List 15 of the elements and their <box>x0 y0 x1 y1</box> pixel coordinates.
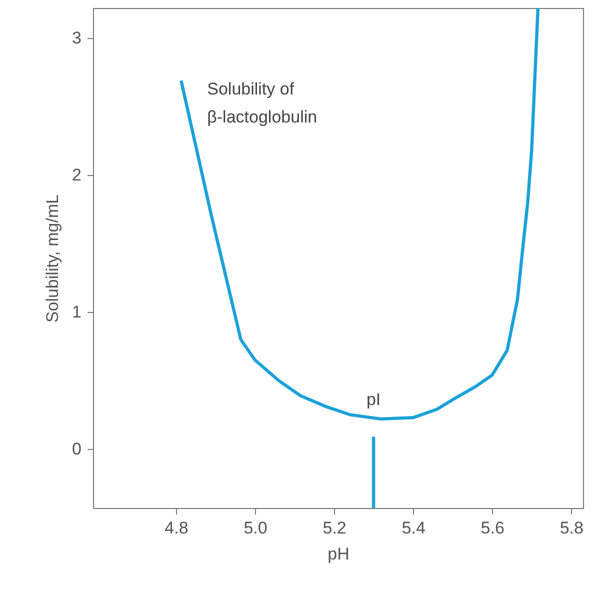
line-series <box>180 8 540 421</box>
x-axis-title: pH <box>328 544 350 564</box>
x-tick-label: 5.2 <box>322 518 346 538</box>
annotation: pI <box>366 390 381 409</box>
y-tick-label: 0 <box>72 440 82 459</box>
x-tick-label: 5.6 <box>480 518 504 538</box>
x-tick-label: 5.8 <box>560 518 584 538</box>
y-tick-label: 1 <box>72 302 82 322</box>
x-tick-label: 5.0 <box>244 518 268 538</box>
annotation: Solubility of β-lactoglobulin <box>207 80 318 127</box>
x-tick-label: 4.8 <box>164 518 188 538</box>
y-axis-title: Solubility, mg/mL <box>43 194 62 323</box>
y-tick-label: 3 <box>72 28 82 48</box>
y-tick-label: 2 <box>72 166 82 185</box>
x-tick-label: 5.4 <box>402 518 426 538</box>
